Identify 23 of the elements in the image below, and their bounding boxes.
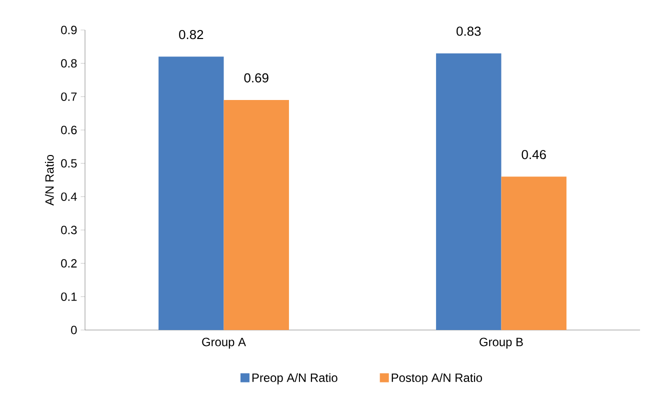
bar bbox=[436, 53, 502, 330]
legend-label: Preop A/N Ratio bbox=[252, 373, 338, 384]
bar bbox=[224, 100, 289, 330]
bar bbox=[501, 176, 566, 330]
data-label: 0.46 bbox=[522, 150, 546, 160]
legend-label: Postop A/N Ratio bbox=[392, 373, 482, 384]
y-tick-label: 0.7 bbox=[61, 92, 77, 101]
x-tick-label: Group A bbox=[202, 338, 246, 349]
y-tick-label: 0.8 bbox=[61, 59, 77, 68]
y-tick-label: 0.5 bbox=[61, 159, 77, 168]
y-tick-label: 0.6 bbox=[61, 126, 77, 134]
data-label: 0.82 bbox=[179, 30, 204, 40]
y-tick-label: 0.3 bbox=[61, 226, 77, 234]
y-tick-label: 0.2 bbox=[61, 259, 77, 268]
y-tick-label: 0.4 bbox=[61, 192, 77, 201]
x-tick-label: Group B bbox=[480, 338, 523, 349]
y-axis-title: A/N Ratio bbox=[45, 154, 54, 206]
y-tick-label: 0.1 bbox=[61, 292, 77, 301]
bar bbox=[158, 56, 224, 330]
data-label: 0.83 bbox=[456, 26, 481, 36]
y-tick-label: 0.9 bbox=[61, 26, 77, 34]
data-label: 0.69 bbox=[244, 73, 268, 82]
y-tick-label: 0 bbox=[71, 326, 77, 334]
